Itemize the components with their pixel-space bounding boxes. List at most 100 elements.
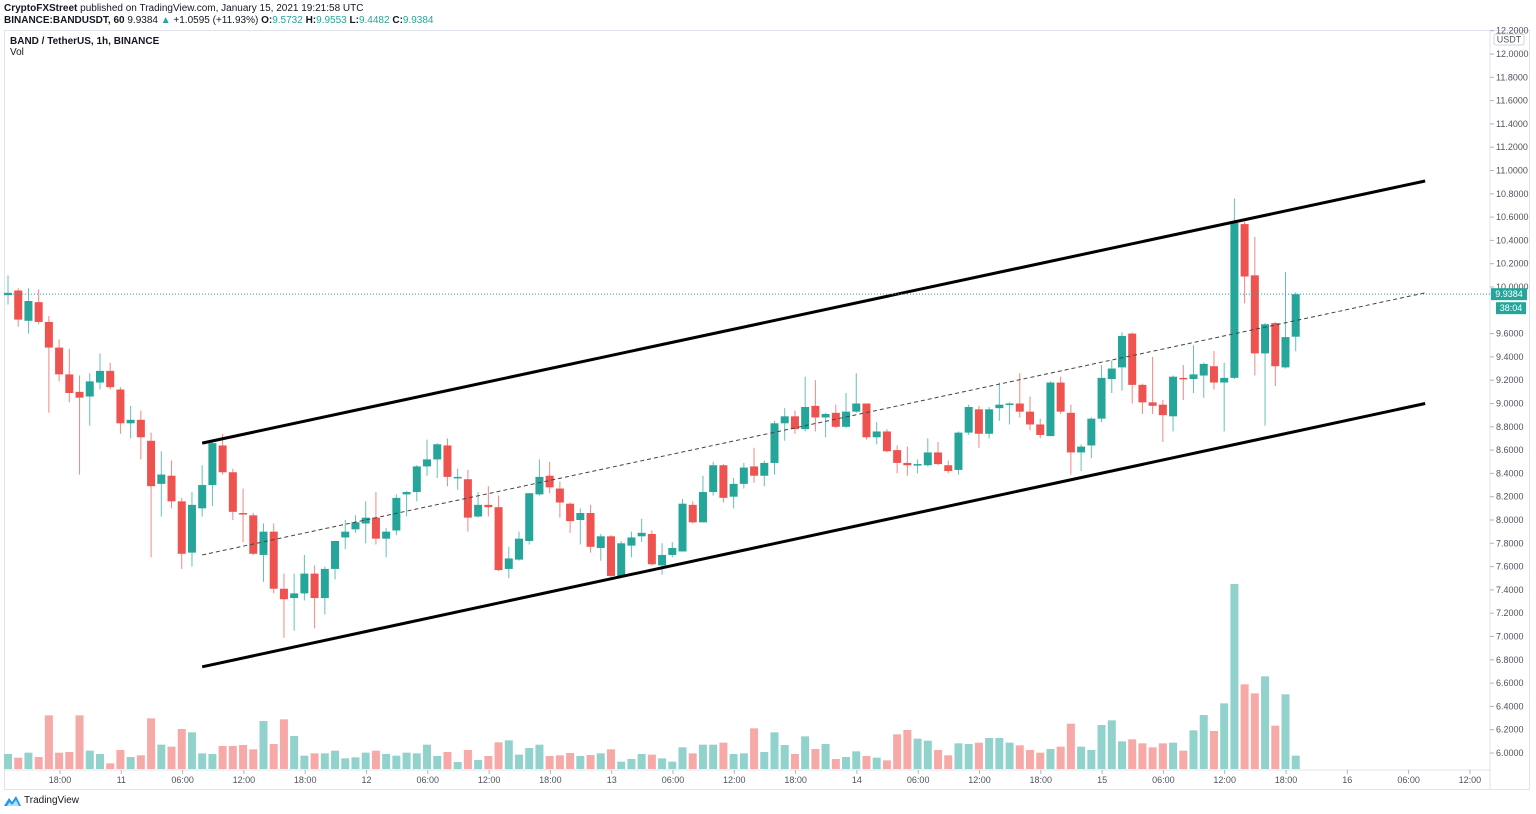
candle[interactable] (1077, 444, 1086, 472)
candle[interactable] (453, 468, 462, 490)
candle[interactable] (576, 508, 585, 545)
candle[interactable] (627, 531, 636, 558)
candle[interactable] (484, 486, 493, 517)
candle[interactable] (136, 410, 145, 460)
candle[interactable] (1230, 198, 1239, 380)
candle[interactable] (494, 495, 503, 572)
candle[interactable] (586, 504, 595, 553)
candle[interactable] (515, 531, 523, 561)
candle[interactable] (882, 429, 891, 453)
candle[interactable] (1066, 404, 1075, 475)
candle[interactable] (688, 501, 697, 524)
candle[interactable] (126, 405, 135, 439)
candle[interactable] (647, 530, 656, 566)
candle[interactable] (75, 375, 84, 475)
candle[interactable] (1209, 351, 1218, 390)
candle[interactable] (14, 288, 23, 327)
candle[interactable] (525, 493, 534, 545)
candle[interactable] (760, 460, 769, 487)
candle[interactable] (566, 502, 575, 533)
candle[interactable] (944, 460, 953, 474)
candle[interactable] (351, 515, 360, 533)
candle[interactable] (198, 465, 207, 517)
candle[interactable] (739, 462, 748, 489)
trendlines[interactable] (201, 179, 1426, 669)
candle[interactable] (831, 404, 840, 428)
candle[interactable] (1107, 360, 1116, 394)
candle[interactable] (402, 490, 411, 517)
candle[interactable] (55, 339, 64, 382)
legend-volume[interactable]: Vol (10, 47, 24, 58)
candle[interactable] (555, 481, 564, 518)
candle[interactable] (872, 422, 881, 445)
candle[interactable] (842, 393, 851, 428)
candle[interactable] (371, 492, 380, 545)
candle[interactable] (412, 465, 421, 502)
candle[interactable] (65, 348, 74, 403)
candle[interactable] (698, 475, 707, 523)
candle[interactable] (780, 408, 789, 441)
candle[interactable] (862, 403, 871, 440)
candle[interactable] (790, 410, 799, 434)
candle[interactable] (4, 275, 12, 305)
candle[interactable] (239, 488, 248, 543)
candle[interactable] (361, 501, 370, 544)
candle[interactable] (893, 445, 902, 474)
candle[interactable] (320, 566, 329, 615)
candle[interactable] (821, 412, 830, 438)
candle[interactable] (85, 373, 94, 426)
candle[interactable] (177, 497, 186, 569)
candle[interactable] (392, 494, 401, 536)
candle[interactable] (187, 492, 196, 567)
candle[interactable] (24, 288, 33, 334)
price-axis[interactable]: 12.2000 12.0000 11.8000 11.6000 11.4000 11.20… (1490, 26, 1529, 758)
channel-upper-trendline[interactable] (201, 179, 1426, 445)
candle[interactable] (1169, 375, 1178, 432)
candle[interactable] (433, 443, 442, 479)
candle[interactable] (617, 540, 626, 578)
candle[interactable] (729, 478, 738, 509)
candle[interactable] (504, 546, 513, 579)
channel-lower-trendline[interactable] (201, 402, 1426, 669)
candle[interactable] (249, 513, 258, 555)
candle[interactable] (1291, 292, 1300, 352)
candle[interactable] (770, 420, 779, 475)
channel-middle-trendline[interactable] (202, 292, 1426, 556)
candle[interactable] (801, 376, 810, 432)
candle[interactable] (1117, 332, 1126, 391)
candle[interactable] (1036, 418, 1045, 439)
candle[interactable] (228, 468, 237, 520)
candle[interactable] (596, 533, 605, 561)
candle[interactable] (709, 461, 718, 496)
candle[interactable] (954, 431, 963, 475)
candle[interactable] (106, 362, 115, 390)
legend-title[interactable]: BAND / TetherUS, 1h, BINANCE (10, 36, 160, 47)
candle[interactable] (1158, 400, 1167, 442)
candle[interactable] (750, 447, 759, 483)
candle[interactable] (719, 464, 728, 503)
candle[interactable] (331, 540, 340, 580)
candle[interactable] (934, 441, 943, 466)
candle[interactable] (218, 433, 227, 475)
candle[interactable] (995, 382, 1004, 421)
candle[interactable] (1240, 221, 1249, 304)
candle[interactable] (44, 316, 53, 413)
candle[interactable] (300, 554, 309, 601)
candle[interactable] (34, 289, 43, 325)
candle[interactable] (95, 353, 104, 390)
candle[interactable] (1056, 376, 1065, 414)
publisher-name[interactable]: CryptoFXStreet (4, 3, 78, 14)
candle[interactable] (1281, 271, 1290, 369)
candle[interactable] (1250, 236, 1259, 376)
candle[interactable] (269, 523, 278, 594)
candle[interactable] (259, 523, 268, 582)
candle[interactable] (341, 520, 350, 550)
footer[interactable]: TradingView (4, 795, 79, 806)
chart-legend[interactable]: BAND / TetherUS, 1h, BINANCE Vol (10, 36, 159, 58)
candle[interactable] (1148, 356, 1157, 414)
candle[interactable] (1189, 345, 1198, 394)
candle[interactable] (167, 460, 176, 509)
candle[interactable] (1005, 402, 1014, 425)
candle[interactable] (678, 499, 687, 552)
